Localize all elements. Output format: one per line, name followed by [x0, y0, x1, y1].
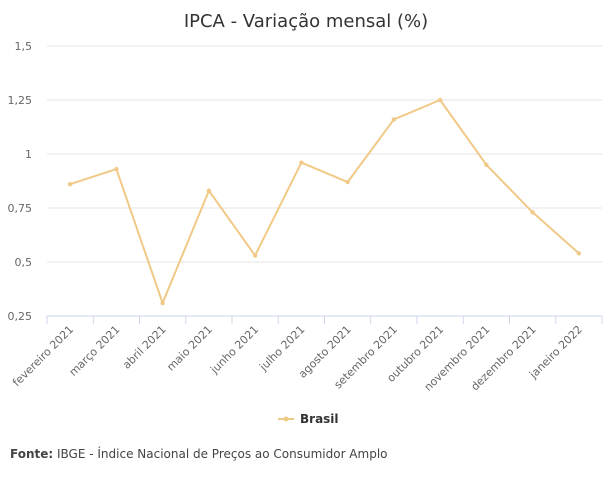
series-line — [69, 99, 580, 304]
x-tick-label: abril 2021 — [120, 323, 169, 372]
y-tick-label: 0,25 — [8, 310, 33, 323]
y-tick-label: 1 — [25, 148, 32, 161]
y-tick-label: 0,5 — [15, 256, 33, 269]
x-tick-label: maio 2021 — [164, 323, 215, 374]
data-point[interactable] — [67, 182, 73, 187]
data-point[interactable] — [114, 166, 119, 172]
x-tick-label: junho 2021 — [207, 323, 261, 377]
data-point[interactable] — [206, 188, 212, 193]
data-point[interactable] — [484, 162, 489, 167]
legend-marker — [283, 416, 289, 422]
data-point[interactable] — [530, 210, 535, 215]
data-point[interactable] — [345, 179, 350, 185]
data-point[interactable] — [252, 253, 258, 258]
data-point[interactable] — [391, 117, 397, 122]
source-note: Fonte: IBGE - Índice Nacional de Preços … — [10, 447, 388, 461]
line-chart: IPCA - Variação mensal (%) 0,25 0,5 0,75 1 1… — [8, 11, 603, 426]
data-point[interactable] — [160, 300, 165, 306]
data-point[interactable] — [576, 251, 582, 256]
legend-label[interactable]: Brasil — [300, 412, 339, 426]
chart-title: IPCA - Variação mensal (%) — [184, 11, 428, 32]
source-label: Fonte: — [10, 447, 54, 461]
y-tick-label: 0,75 — [8, 202, 33, 215]
y-axis-tick-labels: 0,25 0,5 0,75 1 1,25 1,5 — [8, 40, 33, 323]
data-point[interactable] — [299, 160, 304, 165]
x-tick-label: fevereiro 2021 — [10, 323, 76, 389]
series-brasil — [67, 97, 582, 306]
y-tick-label: 1,25 — [8, 94, 33, 107]
legend[interactable]: Brasil — [278, 412, 339, 426]
data-point[interactable] — [437, 97, 443, 103]
source-text: IBGE - Índice Nacional de Preços ao Cons… — [53, 447, 388, 461]
gridlines — [47, 45, 602, 263]
y-tick-label: 1,5 — [15, 40, 33, 53]
